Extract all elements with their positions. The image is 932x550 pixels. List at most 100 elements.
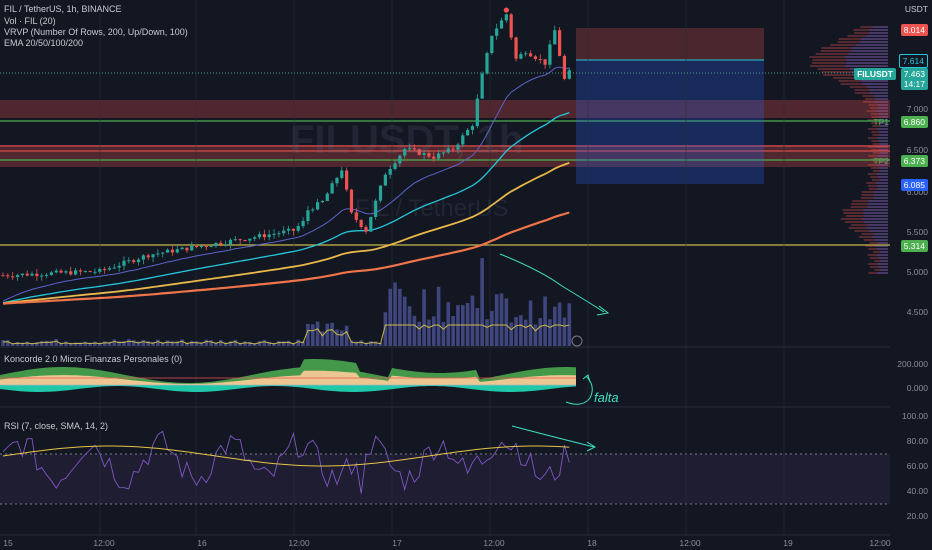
tp2-tag: 6.373 <box>900 155 928 167</box>
candle-body <box>388 168 392 175</box>
watermark-symbol: FILUSDT, 1h <box>290 118 524 162</box>
volume-bar <box>383 312 388 346</box>
volume-profile-bar <box>848 227 888 229</box>
volume-bar <box>480 258 484 346</box>
volume-profile-bar <box>837 41 888 43</box>
candle-body <box>209 246 213 248</box>
volume-profile-bar <box>877 272 888 274</box>
volume-bar <box>567 303 572 346</box>
volume-bar <box>543 296 547 346</box>
volume-profile-bar <box>867 206 888 208</box>
arrow-koncorde <box>565 375 593 405</box>
volume-bar <box>456 305 460 346</box>
volume-profile-bar <box>863 209 888 211</box>
volume-profile-bar <box>867 119 888 121</box>
volume-profile-bar <box>878 131 888 133</box>
symbol-tag: FILUSDT <box>854 68 896 80</box>
volume-bar <box>146 341 150 346</box>
volume-profile-bar <box>873 233 888 235</box>
candle-body <box>364 226 368 232</box>
volume-profile-bar <box>848 53 888 55</box>
volume-profile-bar <box>868 263 888 265</box>
volume-profile-bar <box>872 152 888 154</box>
time-label-18: 18 <box>587 538 597 548</box>
volume-bar <box>30 342 34 346</box>
volume-bar <box>417 321 422 346</box>
volume-profile-bar <box>812 59 888 61</box>
volume-bar <box>344 325 349 346</box>
volume-bar <box>233 339 238 346</box>
volume-profile-bar <box>869 107 888 109</box>
indicator-vrvp-label[interactable]: VRVP (Number Of Rows, 200, Up/Down, 100) <box>4 27 188 37</box>
volume-bar <box>325 323 330 346</box>
candle-body <box>403 148 407 156</box>
candle-body <box>6 275 10 277</box>
volume-profile-bar <box>844 221 888 223</box>
volume-profile-bar <box>820 50 888 52</box>
volume-profile-bar <box>840 218 888 220</box>
volume-profile-bar <box>860 41 888 43</box>
candle-body <box>432 156 436 159</box>
volume-profile-bar <box>878 158 888 160</box>
volume-profile-bar <box>868 137 888 139</box>
volume-profile-bar <box>844 56 888 58</box>
volume-bar <box>548 319 552 346</box>
volume-profile-bar <box>867 173 888 175</box>
volume-bar <box>485 319 489 346</box>
arrow-volume <box>499 253 605 313</box>
volume-profile-bar <box>866 227 888 229</box>
volume-profile-bar <box>878 140 888 142</box>
volume-bar <box>49 340 54 346</box>
koncorde-pane-label[interactable]: Koncorde 2.0 Micro Finanzas Personales (… <box>4 354 183 364</box>
volume-bar <box>93 341 97 346</box>
time-label-17: 17 <box>392 538 402 548</box>
volume-profile-bar <box>876 185 888 187</box>
rsi-pane-label[interactable]: RSI (7, close, SMA, 14, 2) <box>4 421 109 431</box>
candle-body <box>461 135 465 145</box>
volume-profile-bar <box>853 29 888 31</box>
volume-profile-bar <box>871 122 888 124</box>
ema-20-line <box>2 66 570 302</box>
arrow-rsi <box>511 425 595 448</box>
volume-profile-bar <box>869 92 888 94</box>
volume-bar <box>538 318 543 346</box>
volume-profile-bar <box>871 149 888 151</box>
candle-body <box>282 230 286 234</box>
candle-body <box>267 234 271 238</box>
candle-body <box>44 274 49 276</box>
price-tick-5000: 5.000 <box>906 267 928 277</box>
candle-body <box>204 245 208 247</box>
candle-body <box>141 255 145 260</box>
volume-bar <box>286 340 291 346</box>
arrow-volume-head <box>596 305 610 316</box>
price-axis-bg <box>890 0 932 550</box>
time-label-19-1200: 12:00 <box>869 538 891 548</box>
volume-bar <box>291 343 296 346</box>
volume-profile-bar <box>861 83 888 85</box>
volume-bar <box>281 341 286 346</box>
candle-body <box>441 152 446 154</box>
candle-body <box>59 270 63 273</box>
candle-body <box>185 247 189 251</box>
volume-profile-bar <box>842 209 888 211</box>
volume-profile-bar <box>863 239 888 241</box>
candle-body <box>219 242 223 245</box>
volume-profile-bar <box>879 125 888 127</box>
candle-body <box>146 255 150 258</box>
volume-profile-bar <box>880 260 888 262</box>
candle-body <box>40 275 44 277</box>
candle-body <box>272 233 276 235</box>
volume-profile-bar <box>809 56 888 58</box>
volume-profile-bar <box>877 188 888 190</box>
ema-50-line <box>2 111 570 304</box>
volume-bar <box>398 288 402 346</box>
indicator-volume-label[interactable]: Vol · FIL (20) <box>4 16 56 26</box>
candle-body <box>286 228 291 231</box>
volume-profile-bar <box>876 110 888 112</box>
indicator-ema-label[interactable]: EMA 20/50/100/200 <box>4 38 84 48</box>
volume-profile-bar <box>877 242 888 244</box>
koncorde-tick-0: 0.000 <box>906 383 928 393</box>
volume-profile-bar <box>872 125 888 127</box>
time-label-18-1200: 12:00 <box>679 538 701 548</box>
